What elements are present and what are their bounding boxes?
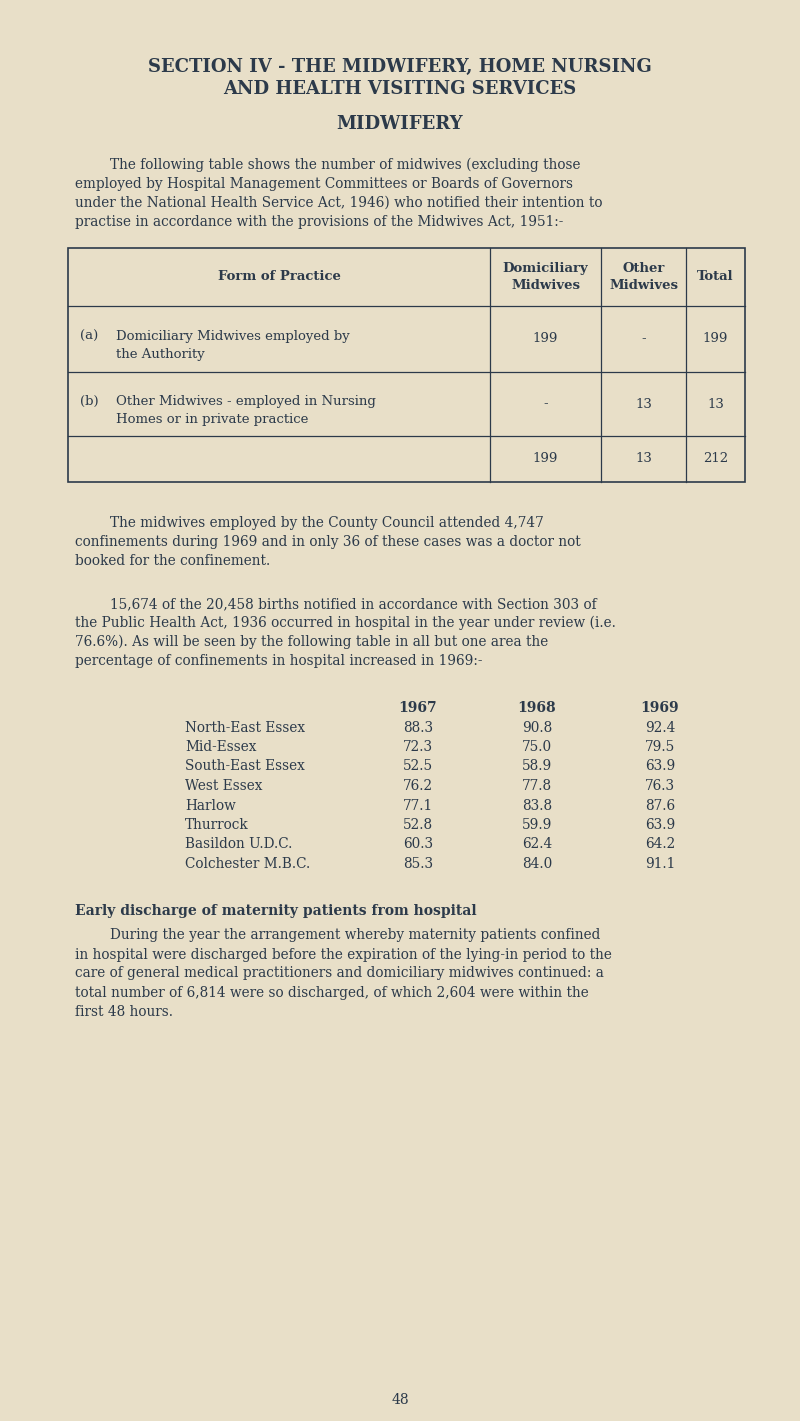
Text: Domiciliary
Midwives: Domiciliary Midwives [502, 261, 588, 291]
Text: 1967: 1967 [398, 701, 438, 715]
Text: The midwives employed by the County Council attended 4,747: The midwives employed by the County Coun… [110, 516, 544, 530]
Text: 199: 199 [703, 333, 728, 345]
Text: 83.8: 83.8 [522, 799, 552, 813]
Text: 76.3: 76.3 [645, 779, 675, 793]
Text: 59.9: 59.9 [522, 818, 552, 833]
Text: Harlow: Harlow [185, 799, 236, 813]
Text: SECTION IV - THE MIDWIFERY, HOME NURSING: SECTION IV - THE MIDWIFERY, HOME NURSING [148, 58, 652, 75]
Text: 84.0: 84.0 [522, 857, 552, 871]
Text: -: - [543, 398, 548, 411]
Text: under the National Health Service Act, 1946) who notified their intention to: under the National Health Service Act, 1… [75, 196, 602, 210]
Text: 90.8: 90.8 [522, 720, 552, 735]
Text: booked for the confinement.: booked for the confinement. [75, 554, 270, 568]
Text: practise in accordance with the provisions of the Midwives Act, 1951:-: practise in accordance with the provisio… [75, 215, 563, 229]
Text: 52.5: 52.5 [403, 759, 433, 773]
Text: Other
Midwives: Other Midwives [609, 261, 678, 291]
Text: 58.9: 58.9 [522, 759, 552, 773]
Text: 64.2: 64.2 [645, 837, 675, 851]
Text: 87.6: 87.6 [645, 799, 675, 813]
Text: 199: 199 [533, 333, 558, 345]
Text: Early discharge of maternity patients from hospital: Early discharge of maternity patients fr… [75, 905, 477, 918]
Text: 85.3: 85.3 [403, 857, 433, 871]
Text: care of general medical practitioners and domiciliary midwives continued: a: care of general medical practitioners an… [75, 966, 604, 980]
Text: 77.1: 77.1 [403, 799, 433, 813]
Text: Colchester M.B.C.: Colchester M.B.C. [185, 857, 310, 871]
Text: Mid-Essex: Mid-Essex [185, 740, 256, 755]
Text: 1969: 1969 [641, 701, 679, 715]
Text: 212: 212 [703, 452, 728, 466]
Text: 77.8: 77.8 [522, 779, 552, 793]
Text: Total: Total [697, 270, 734, 284]
Text: confinements during 1969 and in only 36 of these cases was a doctor not: confinements during 1969 and in only 36 … [75, 534, 581, 549]
Text: Form of Practice: Form of Practice [218, 270, 341, 284]
Text: During the year the arrangement whereby maternity patients confined: During the year the arrangement whereby … [110, 928, 600, 942]
Text: 76.6%). As will be seen by the following table in all but one area the: 76.6%). As will be seen by the following… [75, 635, 548, 649]
Text: The following table shows the number of midwives (excluding those: The following table shows the number of … [110, 158, 581, 172]
Text: 63.9: 63.9 [645, 818, 675, 833]
Text: 91.1: 91.1 [645, 857, 675, 871]
Bar [68, 249, 745, 482]
Text: (b): (b) [80, 395, 98, 408]
Text: 76.2: 76.2 [403, 779, 433, 793]
Text: -: - [641, 333, 646, 345]
Text: the Authority: the Authority [116, 348, 205, 361]
Text: 48: 48 [391, 1393, 409, 1407]
Text: 13: 13 [635, 452, 652, 466]
Text: total number of 6,814 were so discharged, of which 2,604 were within the: total number of 6,814 were so discharged… [75, 986, 589, 999]
Text: first 48 hours.: first 48 hours. [75, 1005, 173, 1019]
Text: 88.3: 88.3 [403, 720, 433, 735]
Text: 15,674 of the 20,458 births notified in accordance with Section 303 of: 15,674 of the 20,458 births notified in … [110, 597, 597, 611]
Text: 79.5: 79.5 [645, 740, 675, 755]
Text: 92.4: 92.4 [645, 720, 675, 735]
Text: South-East Essex: South-East Essex [185, 759, 305, 773]
Text: 13: 13 [707, 398, 724, 411]
Text: in hospital were discharged before the expiration of the lying-in period to the: in hospital were discharged before the e… [75, 948, 612, 962]
Text: Thurrock: Thurrock [185, 818, 249, 833]
Text: Basildon U.D.C.: Basildon U.D.C. [185, 837, 292, 851]
Text: 72.3: 72.3 [403, 740, 433, 755]
Text: 199: 199 [533, 452, 558, 466]
Text: West Essex: West Essex [185, 779, 262, 793]
Text: Domiciliary Midwives employed by: Domiciliary Midwives employed by [116, 330, 350, 342]
Text: employed by Hospital Management Committees or Boards of Governors: employed by Hospital Management Committe… [75, 178, 573, 190]
Text: 75.0: 75.0 [522, 740, 552, 755]
Text: (a): (a) [80, 330, 98, 342]
Text: North-East Essex: North-East Essex [185, 720, 305, 735]
Text: 13: 13 [635, 398, 652, 411]
Text: Other Midwives - employed in Nursing: Other Midwives - employed in Nursing [116, 395, 376, 408]
Text: AND HEALTH VISITING SERVICES: AND HEALTH VISITING SERVICES [223, 80, 577, 98]
Text: 60.3: 60.3 [403, 837, 433, 851]
Text: 52.8: 52.8 [403, 818, 433, 833]
Text: the Public Health Act, 1936 occurred in hospital in the year under review (i.e.: the Public Health Act, 1936 occurred in … [75, 615, 616, 631]
Text: 62.4: 62.4 [522, 837, 552, 851]
Text: 1968: 1968 [518, 701, 556, 715]
Text: Homes or in private practice: Homes or in private practice [116, 414, 308, 426]
Text: 63.9: 63.9 [645, 759, 675, 773]
Text: MIDWIFERY: MIDWIFERY [337, 115, 463, 134]
Text: percentage of confinements in hospital increased in 1969:-: percentage of confinements in hospital i… [75, 654, 482, 668]
